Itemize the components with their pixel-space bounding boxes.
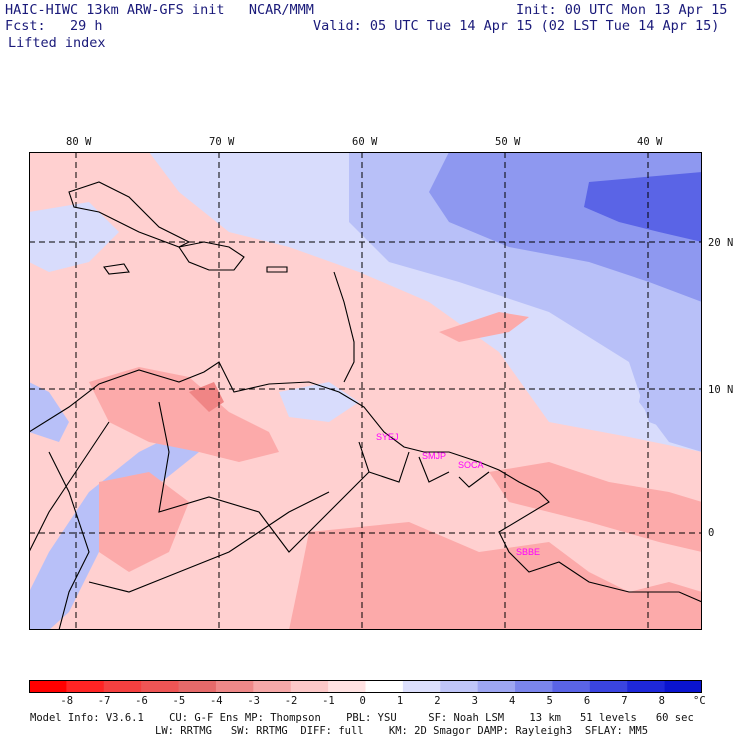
unstable-region-colombia: [99, 472, 189, 572]
colorbar-swatch: [290, 680, 329, 693]
colorbar-tick-label: 1: [396, 695, 404, 707]
lon-label-70w: 70 W: [209, 136, 235, 148]
jamaica-coast: [103, 263, 130, 275]
colorbar-tick-label: -2: [284, 695, 298, 707]
colorbar-swatch: [365, 680, 404, 693]
colorbar-tick-label: 5: [546, 695, 553, 707]
colorbar-swatch: [178, 680, 217, 693]
station-sbbe: SBBE: [516, 547, 540, 557]
map-frame: [29, 152, 702, 630]
colorbar-swatch: [552, 680, 591, 693]
stable-caribbean-west: [29, 202, 119, 272]
unstable-region-venezuela: [89, 367, 279, 462]
colorbar-unit: °C: [693, 695, 706, 707]
lat-lon-grid: [29, 152, 702, 630]
forecast-hour: Fcst: 29 h: [5, 18, 103, 34]
colorbar-swatch: [627, 680, 666, 693]
colorbar-tick-label: 7: [621, 695, 628, 707]
colorbar-swatch: [103, 680, 142, 693]
colorbar-swatch: [477, 680, 516, 693]
stable-pocket-west: [29, 382, 69, 442]
coastlines: [29, 181, 702, 630]
valid-time: Valid: 05 UTC Tue 14 Apr 15 (02 LST Tue …: [313, 18, 720, 34]
lat-label-20n: 20 N: [708, 237, 734, 249]
guyana-border: [368, 451, 410, 483]
cuba-coast: [68, 181, 191, 248]
colorbar-swatch: [29, 680, 67, 693]
lon-label-60w: 60 W: [352, 136, 378, 148]
physics-info-line: LW: RRTMG SW: RRTMG DIFF: full KM: 2D Sm…: [155, 725, 649, 737]
lon-label-50w: 50 W: [495, 136, 521, 148]
andes-coast: [29, 421, 110, 553]
lat-label-eq: 0: [708, 527, 715, 539]
model-info-line: Model Info: V3.6.1 CU: G-F Ens MP: Thomp…: [30, 712, 694, 724]
venezuela-border: [158, 401, 370, 553]
colorbar-labels: -8 -7 -6 -5 -4 -3 -2 -1 0 1 2 3 4 5 6 7 8 °C: [0, 695, 740, 709]
colorbar-swatch: [66, 680, 105, 693]
colorbar-swatch: [515, 680, 553, 693]
colorbar-swatch: [253, 680, 292, 693]
colorbar-swatch: [215, 680, 254, 693]
colorbar-frame: [29, 680, 702, 693]
colorbar-tick-label: 8: [658, 695, 665, 707]
station-syej: SYEJ: [376, 432, 399, 442]
unstable-region-atlantic: [439, 312, 529, 342]
station-labels: SYEJ SMJP SOCA SBBE: [376, 432, 540, 557]
station-soca: SOCA: [458, 460, 484, 470]
colorbar-tick-label: 0: [359, 695, 366, 707]
colorbar-tick-label: 2: [434, 695, 441, 707]
colorbar-swatch: [664, 680, 702, 693]
unstable-region-maracaibo: [189, 382, 224, 412]
station-smjp: SMJP: [422, 451, 446, 461]
colorbar-tick-label: -1: [322, 695, 335, 707]
lon-label-80w: 80 W: [66, 136, 92, 148]
south-america-coast: [29, 361, 702, 603]
colorbar-swatch: [440, 680, 479, 693]
colorbar-tick-label: 6: [583, 695, 591, 707]
colorbar-tick-label: -5: [172, 695, 186, 707]
colorbar-tick-label: 3: [471, 695, 478, 707]
colorbar-tick-label: 4: [509, 695, 516, 707]
colorbar-tick-label: -6: [135, 695, 148, 707]
init-time: Init: 00 UTC Mon 13 Apr 15: [516, 2, 728, 18]
colorbar-swatch: [141, 680, 180, 693]
colorbar-tick-label: -7: [97, 695, 111, 707]
brazil-border: [88, 491, 330, 593]
lifted-index-map: SYEJ SMJP SOCA SBBE: [29, 152, 702, 630]
colorbar-swatch: [589, 680, 628, 693]
colorbar: [29, 680, 702, 693]
hispaniola-coast: [178, 241, 245, 271]
colombia-border: [48, 451, 90, 630]
french-guiana-border: [458, 471, 490, 488]
lon-label-40w: 40 W: [637, 136, 663, 148]
stable-region-max: [584, 172, 702, 242]
lat-label-10n: 10 N: [708, 384, 734, 396]
suriname-border: [418, 456, 450, 483]
unstable-region-guianas: [489, 462, 702, 552]
colorbar-tick-label: -8: [60, 695, 74, 707]
colorbar-tick-label: -3: [247, 695, 260, 707]
colorbar-tick-label: -4: [209, 695, 223, 707]
puerto-rico-coast: [266, 266, 288, 273]
model-title: HAIC-HIWC 13km ARW-GFS init NCAR/MMM: [5, 2, 314, 18]
unstable-region-amazon: [289, 522, 702, 630]
colorbar-swatch: [402, 680, 441, 693]
colorbar-swatch: [328, 680, 366, 693]
lesser-antilles: [333, 271, 355, 383]
stable-region-east: [639, 342, 702, 452]
field-name: Lifted index: [8, 35, 106, 51]
